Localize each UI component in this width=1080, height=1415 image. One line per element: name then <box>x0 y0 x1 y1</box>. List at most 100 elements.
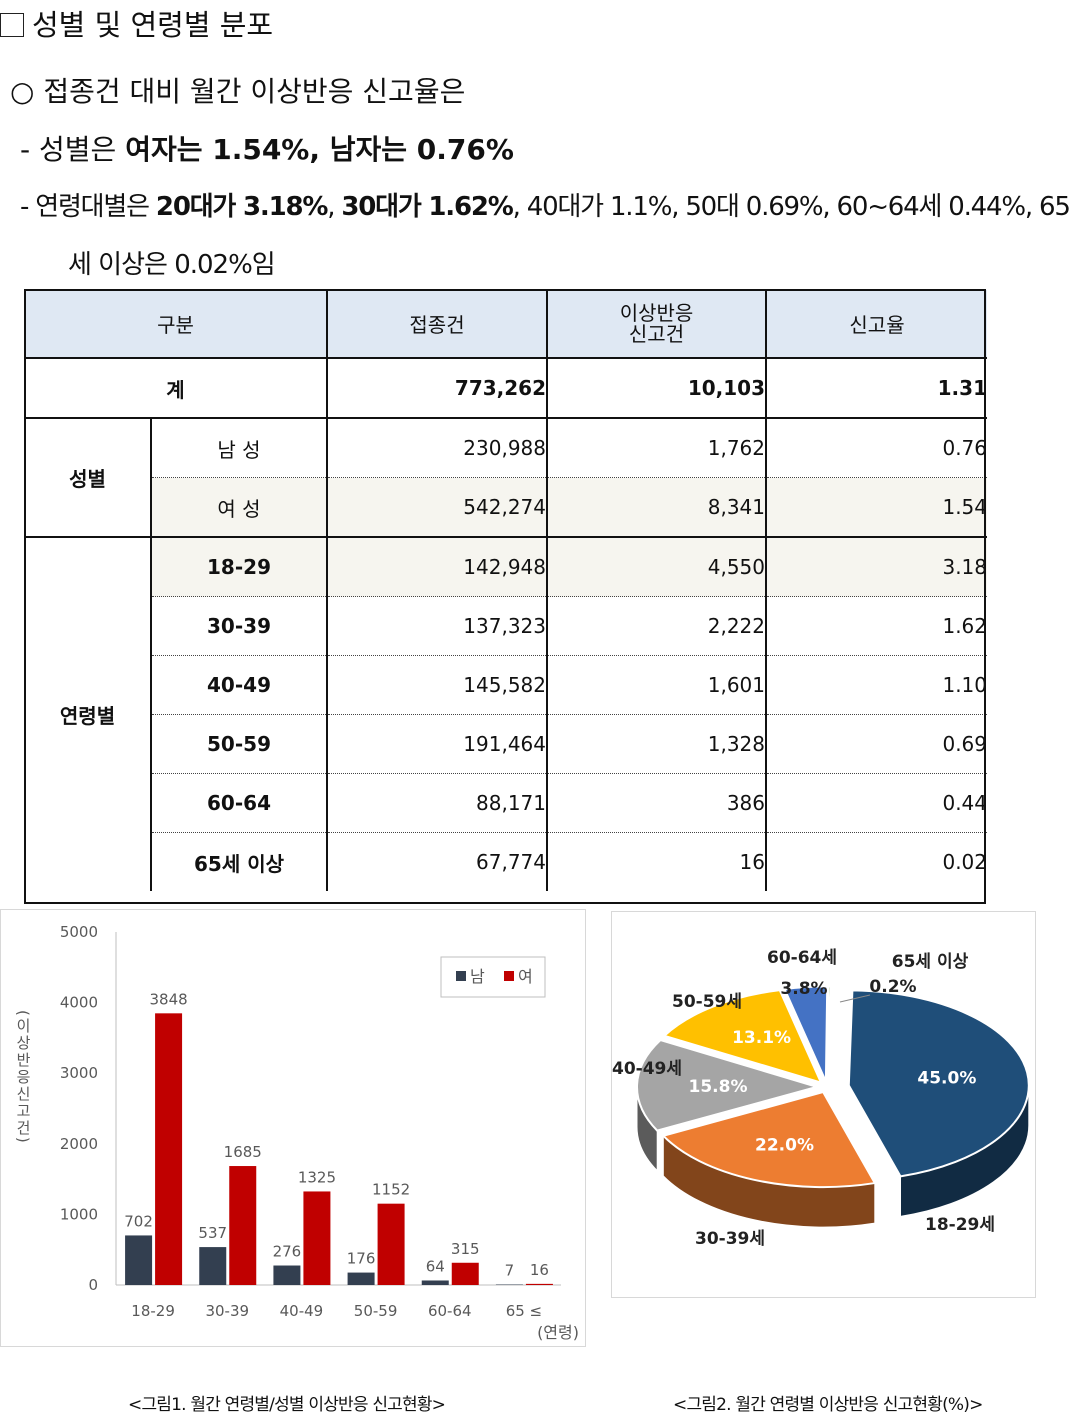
bullet-sex: - 성별은 여자는 1.54%, 남자는 0.76% <box>20 133 514 166</box>
pie-chart-frame: 45.0% 22.0% 15.8% 13.1% 3.8% 0.2% 18-29세 30-39세… <box>611 911 1036 1298</box>
pie-slice-40-49세 <box>636 1038 821 1132</box>
x-tick-label: 60-64 <box>428 1302 472 1320</box>
section-title: 성별 및 연령별 분포 <box>0 2 273 44</box>
table-row: 연령별 18-29 142,948 4,550 3.18 <box>25 537 987 891</box>
pie-category-label: 18-29세 <box>925 1215 995 1235</box>
bar-value-label: 3848 <box>149 990 187 1008</box>
bar-value-label: 64 <box>426 1257 445 1275</box>
pie-value-label: 0.2% <box>869 977 916 997</box>
x-tick-label: 30-39 <box>205 1302 249 1320</box>
header-category: 구분 <box>25 290 328 359</box>
y-tick-label: 2000 <box>60 1135 98 1153</box>
table-header-row: 구분 접종건 이상반응 신고건 신고율 <box>25 290 987 359</box>
pie-category-label: 30-39세 <box>695 1229 765 1249</box>
figure2-caption: <그림2. 월간 연령별 이상반응 신고현황(%)> <box>673 1395 983 1415</box>
table-row: 65세 이상 67,774 16 0.02 <box>25 832 987 891</box>
total-rate: 1.31 <box>766 358 987 419</box>
bar-chart: 0 1000 2000 3000 4000 5000 (이상반응신고건) 702 3848 18-… <box>14 923 579 1342</box>
group-age: 연령별 <box>25 537 152 891</box>
header-rate: 신고율 <box>766 290 987 359</box>
pie-value-label: 13.1% <box>732 1028 791 1048</box>
bar-female-65 ≤ <box>525 1283 553 1285</box>
group-sex: 성별 <box>25 418 152 538</box>
bar-female-60-64 <box>451 1262 479 1285</box>
bar-value-label: 1325 <box>298 1168 336 1186</box>
row-label: 30-39 <box>151 596 328 656</box>
bar-chart-frame: 0 1000 2000 3000 4000 5000 (이상반응신고건) 702 3848 18-… <box>0 909 586 1347</box>
pie-slice-65세 이상 <box>826 985 832 1082</box>
row-label: 여 성 <box>151 477 328 538</box>
bar-value-label: 1152 <box>372 1181 410 1199</box>
table-row: 30-39 137,323 2,222 1.62 <box>25 596 987 656</box>
row-label: 65세 이상 <box>151 832 328 891</box>
y-tick-label: 0 <box>88 1276 98 1294</box>
pie-value-label: 3.8% <box>780 979 827 999</box>
pie-value-label: 45.0% <box>917 1069 976 1089</box>
legend-label: 남 <box>470 967 485 986</box>
pie-category-label: 50-59세 <box>672 992 742 1012</box>
row-label: 60-64 <box>151 773 328 833</box>
bar-value-label: 537 <box>198 1224 227 1242</box>
total-row: 계 773,262 10,103 1.31 <box>25 358 987 419</box>
bar-male-50-59 <box>347 1272 375 1285</box>
bar-value-label: 315 <box>451 1240 480 1258</box>
row-label: 40-49 <box>151 655 328 715</box>
x-tick-label: 65 ≤ <box>506 1302 542 1320</box>
bar-male-40-49 <box>273 1265 301 1285</box>
bar-female-50-59 <box>377 1203 405 1285</box>
bar-male-60-64 <box>421 1280 449 1285</box>
x-axis-label: (연령) <box>537 1323 579 1342</box>
bar-female-18-29 <box>155 1013 183 1285</box>
pie-category-label: 65세 이상 <box>892 952 969 972</box>
legend-swatch <box>456 971 466 981</box>
total-label: 계 <box>25 358 328 419</box>
bar-male-30-39 <box>199 1247 227 1285</box>
pie-slice-30-39세 <box>661 1090 877 1189</box>
y-axis-label: (이상반응신고건) <box>14 1010 32 1145</box>
table-row: 성별 남 성 230,988 1,762 0.76 <box>25 418 987 538</box>
x-tick-label: 40-49 <box>280 1302 324 1320</box>
row-label: 18-29 <box>151 537 328 597</box>
bar-male-18-29 <box>125 1235 153 1285</box>
bar-value-label: 7 <box>505 1262 515 1280</box>
bullet-intro: ○ 접종건 대비 월간 이상반응 신고율은 <box>10 75 466 108</box>
table-row: 여 성 542,274 8,341 1.54 <box>25 477 987 538</box>
y-tick-label: 4000 <box>60 994 98 1012</box>
header-reports: 이상반응 신고건 <box>547 290 767 359</box>
bar-value-label: 1685 <box>224 1143 262 1161</box>
y-tick-label: 5000 <box>60 923 98 941</box>
total-doses: 773,262 <box>327 358 548 419</box>
pie-value-label: 15.8% <box>689 1077 748 1097</box>
pie-slice-18-29세 <box>847 989 1030 1178</box>
report-rate-table: 구분 접종건 이상반응 신고건 신고율 계 773,262 10,103 1.31… <box>25 290 987 891</box>
y-tick-label: 1000 <box>60 1205 98 1223</box>
x-tick-label: 18-29 <box>131 1302 175 1320</box>
pie-slice-50-59세 <box>662 989 823 1085</box>
figure1-caption: <그림1. 월간 연령별/성별 이상반응 신고현황> <box>128 1395 446 1415</box>
y-tick-label: 3000 <box>60 1064 98 1082</box>
bar-female-40-49 <box>303 1191 331 1285</box>
bar-value-label: 276 <box>273 1243 302 1261</box>
pie-category-label: 60-64세 <box>767 948 837 968</box>
table-row: 60-64 88,171 386 0.44 <box>25 773 987 833</box>
bullet-age-cont: 세 이상은 0.02%임 <box>68 250 276 280</box>
bar-value-label: 16 <box>530 1261 549 1279</box>
bar-value-label: 702 <box>124 1212 153 1230</box>
x-tick-label: 50-59 <box>354 1302 398 1320</box>
legend-label: 여 <box>518 967 533 986</box>
total-reports: 10,103 <box>547 358 767 419</box>
bullet-age: - 연령대별은 20대가 3.18%, 30대가 1.62%, 40대가 1.1… <box>20 192 1071 222</box>
table-row: 40-49 145,582 1,601 1.10 <box>25 655 987 715</box>
legend-swatch <box>504 971 514 981</box>
pie-slice-60-64세 <box>783 985 829 1082</box>
pie-value-label: 22.0% <box>755 1136 814 1156</box>
row-label: 남 성 <box>151 418 328 478</box>
bar-value-label: 176 <box>347 1250 376 1268</box>
row-label: 50-59 <box>151 714 328 774</box>
checkbox-square-icon <box>0 13 24 37</box>
pie-category-label: 40-49세 <box>612 1059 682 1079</box>
pie-chart: 45.0% 22.0% 15.8% 13.1% 3.8% 0.2% 18-29세 30-39세… <box>612 948 1030 1249</box>
leader-line <box>839 994 871 1003</box>
header-doses: 접종건 <box>327 290 548 359</box>
